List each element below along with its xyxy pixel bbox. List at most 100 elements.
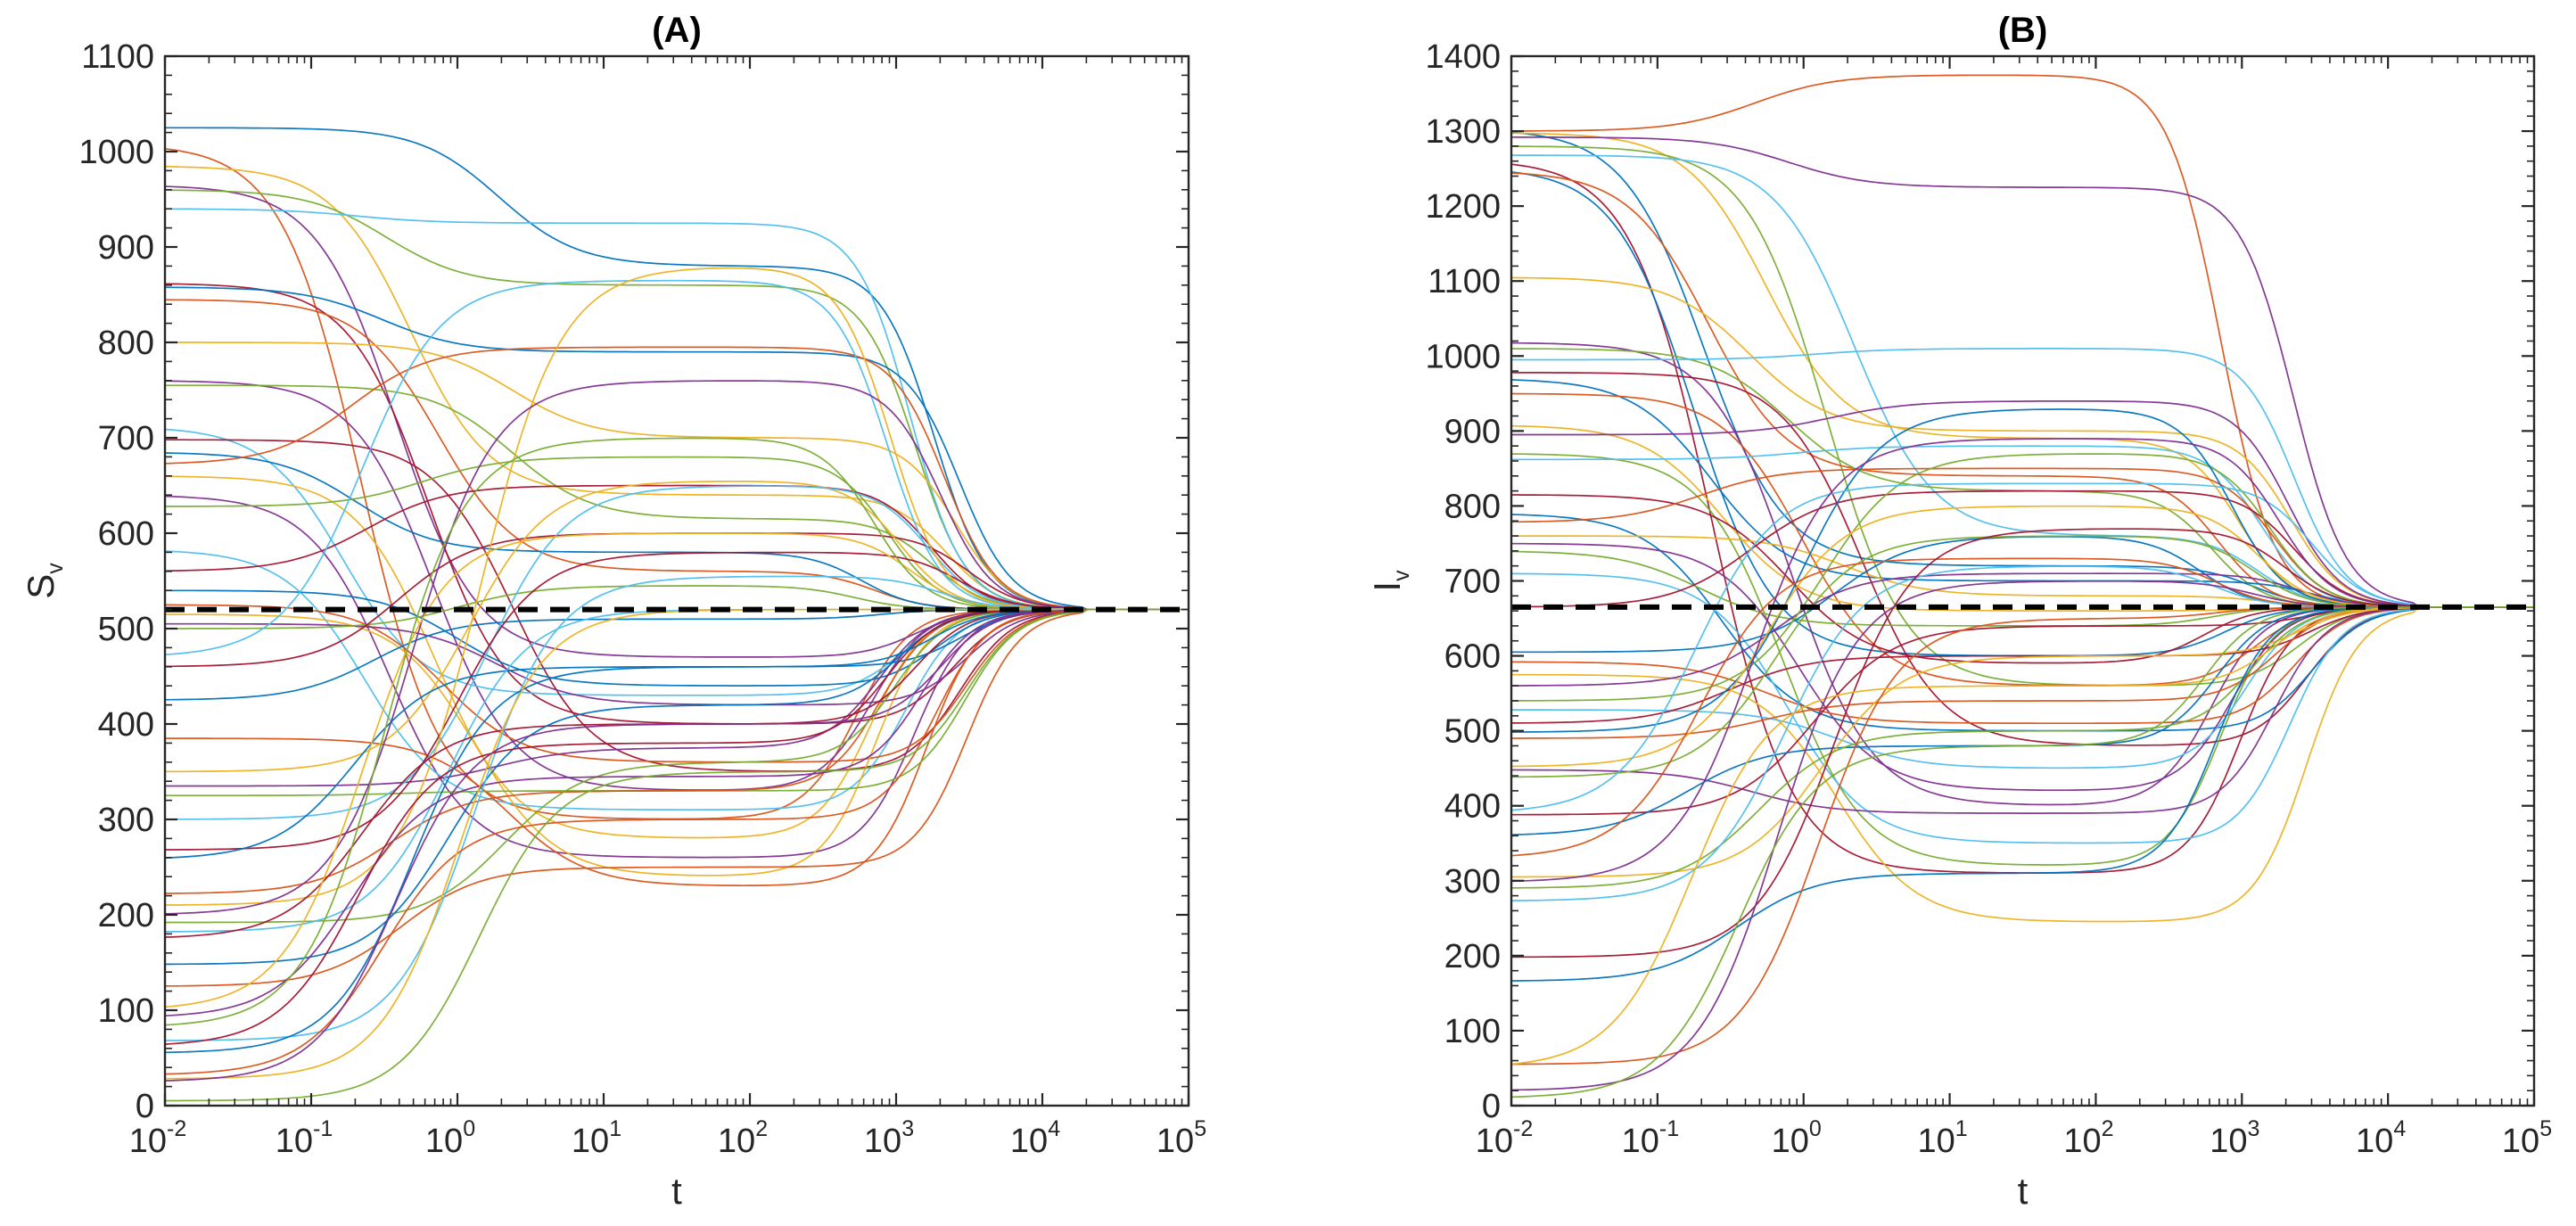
panel-b-y-axis-label: Iv — [1366, 570, 1414, 592]
series-line-3 — [165, 165, 1189, 611]
y-tick-label: 100 — [1444, 1013, 1501, 1050]
series-line-20 — [165, 550, 1189, 811]
x-tick-label: 10-1 — [276, 1116, 333, 1160]
series-line-20 — [1511, 445, 2534, 608]
series-line-16 — [165, 346, 1189, 611]
panel-a-ticks: 0 100 200 300 400 500 600 700 800 900 1000 1100 10-2… — [78, 38, 1206, 1160]
y-tick-label: 0 — [1482, 1088, 1501, 1125]
x-tick-label: 10-2 — [1476, 1116, 1534, 1160]
y-tick-label: 500 — [1444, 713, 1501, 751]
series-line-15 — [165, 452, 1189, 611]
series-line-7 — [1511, 163, 2534, 874]
x-tick-label: 101 — [572, 1116, 621, 1160]
series-line-46 — [165, 608, 1189, 1017]
series-line-9 — [1511, 172, 2534, 608]
x-tick-label: 105 — [1156, 1116, 1206, 1160]
series-line-44 — [1511, 557, 2534, 857]
series-line-12 — [1511, 348, 2534, 608]
y-tick-label: 200 — [98, 897, 154, 934]
x-tick-label: 100 — [425, 1116, 475, 1160]
series-line-53 — [1511, 580, 2534, 1091]
series-line-12 — [165, 384, 1189, 611]
series-line-8 — [165, 286, 1189, 611]
y-tick-label: 1400 — [1425, 38, 1501, 76]
series-line-25 — [165, 608, 1189, 706]
y-tick-label: 1200 — [1425, 188, 1501, 226]
series-line-5 — [165, 189, 1189, 611]
y-tick-label: 700 — [1444, 564, 1501, 601]
series-line-10 — [165, 341, 1189, 611]
series-line-47 — [1511, 606, 2534, 889]
x-tick-label: 10-2 — [129, 1116, 187, 1160]
series-line-28 — [1511, 490, 2534, 608]
y-tick-label: 1100 — [81, 38, 154, 76]
x-tick-label: 101 — [1917, 1116, 1967, 1160]
y-tick-label: 900 — [1444, 413, 1501, 450]
series-line-31 — [1511, 606, 2534, 923]
series-line-19 — [1511, 453, 2534, 866]
panel-b-y-axis-label-subscript: v — [1389, 570, 1414, 581]
series-line-23 — [165, 604, 1189, 763]
series-line-45 — [165, 532, 1189, 1008]
series-line-32 — [1511, 572, 2534, 687]
series-line-2 — [165, 147, 1189, 820]
y-tick-label: 900 — [98, 229, 154, 267]
series-line-52 — [1511, 606, 2534, 1066]
series-line-24 — [1511, 535, 2534, 608]
series-line-51 — [1511, 606, 2534, 1066]
y-tick-label: 100 — [98, 992, 154, 1030]
series-line-35 — [165, 551, 1189, 851]
panel-a-title: (A) — [652, 11, 702, 50]
series-line-47 — [165, 437, 1189, 1026]
series-line-48 — [165, 575, 1189, 1041]
series-line-34 — [1511, 606, 2534, 769]
y-tick-label: 800 — [98, 325, 154, 362]
x-tick-label: 100 — [1772, 1116, 1822, 1160]
series-line-37 — [165, 608, 1189, 894]
series-line-22 — [1511, 514, 2534, 732]
x-tick-label: 104 — [2356, 1116, 2406, 1160]
series-line-16 — [1511, 392, 2534, 687]
series-line-6 — [1511, 154, 2534, 608]
x-tick-label: 102 — [2063, 1116, 2113, 1160]
series-line-43 — [1511, 606, 2534, 836]
series-line-21 — [1511, 494, 2534, 664]
panel-a-y-axis-label-subscript: v — [43, 563, 68, 574]
series-line-27 — [1511, 572, 2534, 844]
panel-a: 0 100 200 300 400 500 600 700 800 900 1000 1100 10-2… — [20, 11, 1206, 1212]
series-line-39 — [165, 380, 1189, 915]
series-line-11 — [1511, 341, 2534, 806]
panel-b: 0 100 200 300 400 500 600 700 800 900 1000 1100 1200… — [1366, 11, 2552, 1212]
y-tick-label: 1000 — [1425, 338, 1501, 375]
series-line-27 — [165, 279, 1189, 656]
series-line-41 — [1511, 482, 2534, 811]
series-line-2 — [1511, 74, 2534, 608]
series-line-4 — [1511, 136, 2534, 608]
panel-b-title: (B) — [1998, 11, 2048, 50]
series-line-54 — [1511, 606, 2534, 1098]
series-line-50 — [1511, 606, 2534, 982]
series-line-53 — [165, 608, 1189, 1082]
series-line-36 — [1511, 408, 2534, 733]
series-line-38 — [165, 267, 1189, 906]
panel-a-series — [165, 127, 1189, 1102]
series-line-49 — [1511, 528, 2534, 959]
series-line-39 — [1511, 606, 2534, 814]
series-line-10 — [1511, 276, 2534, 608]
series-line-30 — [1511, 606, 2534, 725]
series-line-6 — [165, 208, 1189, 611]
series-line-51 — [165, 608, 1189, 1075]
panel-b-y-axis-label-main: I — [1366, 581, 1408, 592]
series-line-44 — [165, 608, 1189, 987]
series-line-52 — [165, 608, 1189, 1080]
series-line-50 — [165, 608, 1189, 1054]
series-line-7 — [165, 283, 1189, 725]
series-line-45 — [1511, 606, 2534, 878]
series-line-15 — [1511, 379, 2534, 608]
series-line-24 — [165, 608, 1189, 876]
plot-frame — [163, 54, 1190, 1107]
y-tick-label: 1100 — [1428, 263, 1501, 300]
series-line-54 — [165, 608, 1189, 1102]
x-tick-label: 105 — [2502, 1116, 2552, 1160]
